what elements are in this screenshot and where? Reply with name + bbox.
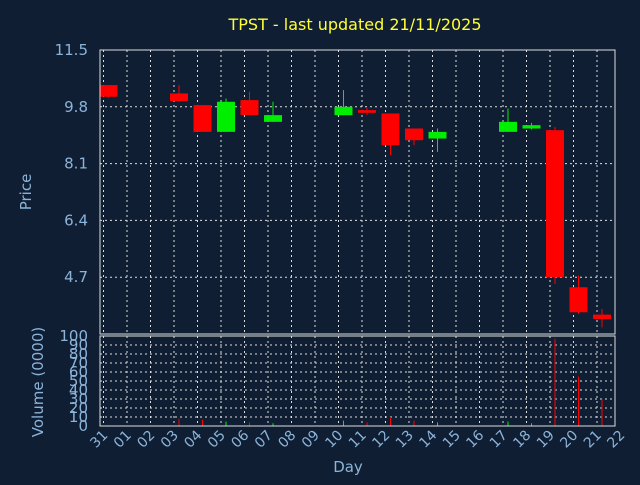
volume-axis-label: Volume (0000) — [29, 327, 47, 437]
candle-body — [99, 85, 118, 97]
candle-body — [522, 125, 541, 129]
candle-12 — [381, 113, 400, 156]
price-tick-label: 8.1 — [64, 155, 88, 173]
x-tick-labels: 31 01 02 03 04 05 06 07 08 09 10 11 12 13 14 15 16 17 18 19… — [87, 427, 628, 451]
candle-body — [358, 110, 376, 113]
volume-tick-label: 100 — [59, 327, 88, 345]
price-tick-label: 4.7 — [64, 268, 88, 286]
candle-body — [193, 105, 212, 132]
candle-11 — [358, 107, 376, 116]
candle-17 — [499, 108, 517, 132]
volume-tick-label: 80 — [69, 345, 88, 363]
price-tick-label: 11.5 — [55, 41, 88, 59]
volume-grid — [100, 336, 615, 426]
candle-body — [405, 128, 423, 141]
chart-title: TPST - last updated 21/11/2025 — [227, 15, 481, 34]
price-tick-label: 6.4 — [64, 211, 88, 229]
candle-body — [217, 101, 235, 132]
candle-body — [264, 115, 282, 122]
x-axis-label: Day — [333, 458, 363, 476]
volume-tick-label: 20 — [69, 399, 88, 417]
candle-31 — [99, 85, 118, 98]
candle-20 — [569, 275, 588, 314]
candle-05 — [217, 98, 235, 132]
price-grid — [100, 50, 615, 334]
volume-tick-label: 90 — [69, 336, 88, 354]
candle-21 — [593, 308, 611, 328]
candle-04 — [193, 105, 212, 132]
price-tick-label: 9.8 — [64, 98, 88, 116]
volume-tick-label: 40 — [69, 381, 88, 399]
candle-14 — [428, 128, 447, 152]
volume-tick-label: 10 — [69, 408, 88, 426]
candle-06 — [240, 91, 259, 116]
candle-body — [334, 106, 353, 116]
candle-07 — [264, 101, 282, 122]
candle-body — [569, 287, 588, 313]
price-axis-label: Price — [17, 174, 35, 211]
volume-tick-label: 0 — [78, 417, 88, 435]
volume-tick-label: 30 — [69, 390, 88, 408]
candle-13 — [405, 128, 423, 146]
candle-18 — [522, 122, 541, 130]
candle-19 — [546, 126, 564, 284]
candles — [99, 85, 611, 328]
candle-body — [240, 100, 259, 116]
candle-body — [170, 93, 188, 102]
volume-tick-label: 70 — [69, 354, 88, 372]
candle-10 — [334, 90, 353, 116]
candle-body — [593, 314, 611, 319]
price-tick-labels: 11.5 9.8 8.1 6.4 4.7 — [55, 41, 88, 286]
candle-body — [546, 130, 564, 278]
volume-plot-frame — [99, 335, 616, 427]
candle-body — [381, 113, 400, 146]
candle-body — [428, 131, 447, 139]
candle-body — [499, 121, 517, 132]
price-plot-frame — [99, 49, 616, 335]
candle-03 — [170, 85, 188, 102]
volume-tick-label: 60 — [69, 363, 88, 381]
volume-tick-label: 50 — [69, 372, 88, 390]
